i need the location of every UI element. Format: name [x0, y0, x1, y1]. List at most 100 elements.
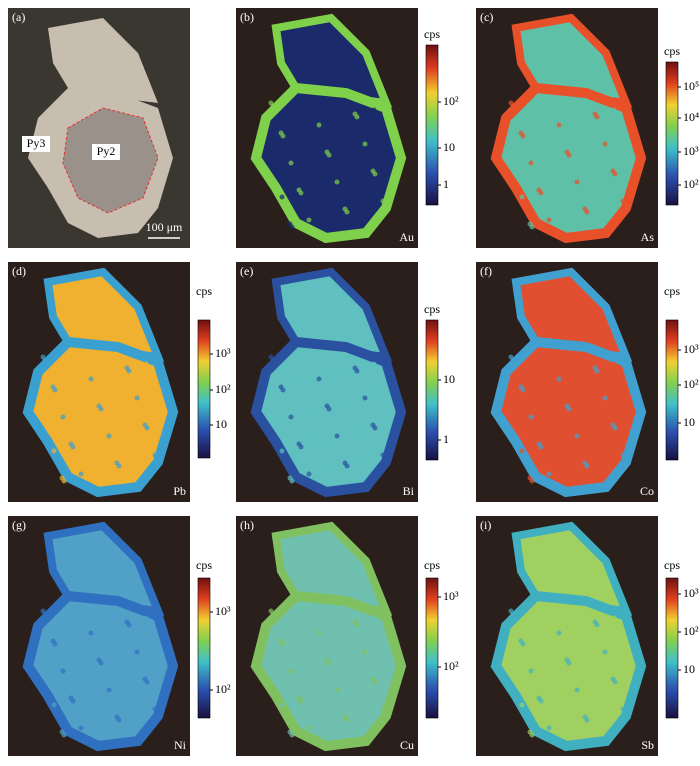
panel: Cu cps 10³ 10² (h)	[236, 516, 459, 756]
panel-label: (b)	[240, 10, 254, 24]
grain-map	[250, 82, 407, 244]
panel-label: (c)	[480, 10, 493, 24]
speckle	[566, 406, 572, 412]
speckle	[88, 376, 94, 382]
speckle	[344, 717, 350, 723]
speckle	[566, 152, 572, 158]
speckle	[343, 399, 349, 405]
speckle	[511, 421, 517, 427]
speckle	[594, 622, 600, 628]
colorbar-tick-label: 10³	[215, 604, 231, 618]
speckle	[546, 471, 552, 477]
speckle	[547, 156, 553, 162]
speckle	[574, 179, 580, 185]
colorbar	[425, 577, 439, 719]
speckle	[537, 380, 543, 386]
colorbar-tick-label: 10²	[683, 377, 699, 391]
colorbar-tick-label: 1	[443, 177, 449, 191]
speckle	[371, 615, 377, 621]
speckle	[519, 448, 525, 454]
speckle	[611, 615, 617, 621]
colorbar-tick-label: 10³	[683, 144, 699, 158]
speckle	[566, 660, 572, 666]
speckle	[316, 630, 322, 636]
colorbar	[197, 319, 211, 459]
colorbar-tick-label: 10³	[683, 342, 699, 356]
colorbar	[197, 577, 211, 719]
speckle	[602, 395, 608, 401]
speckle	[107, 626, 113, 632]
speckle	[298, 698, 304, 704]
speckle	[153, 645, 159, 651]
panel-label: (d)	[12, 264, 26, 278]
speckle	[279, 702, 285, 708]
speckle	[565, 467, 571, 473]
speckle	[510, 103, 516, 109]
speckle	[297, 634, 303, 640]
speckle	[520, 641, 526, 647]
speckle	[354, 622, 360, 628]
colorbar-tick-label: 10	[443, 140, 455, 154]
colorbar-tick-label: 10²	[683, 624, 699, 638]
colorbar	[425, 319, 439, 461]
panel: Ni cps 10³ 10² (g)	[8, 516, 231, 756]
speckle	[344, 463, 350, 469]
speckle	[271, 421, 277, 427]
speckle	[307, 156, 313, 162]
speckle	[279, 194, 285, 200]
speckle	[612, 679, 618, 685]
speckle	[556, 376, 562, 382]
colorbar-tick-label: 10	[683, 415, 695, 429]
speckle	[538, 444, 544, 450]
speckle	[354, 368, 360, 374]
speckle	[306, 471, 312, 477]
speckle	[43, 675, 49, 681]
annotation: Py3	[27, 136, 46, 150]
speckle	[98, 406, 104, 412]
speckle	[620, 198, 626, 204]
colorbar	[665, 61, 679, 206]
speckle	[621, 645, 627, 651]
speckle	[116, 463, 122, 469]
speckle	[557, 694, 563, 700]
colorbar-tick-label: 10²	[215, 382, 231, 396]
speckle	[135, 713, 141, 719]
scale-label: 100 μm	[146, 220, 183, 234]
speckle	[289, 224, 295, 230]
colorbar-title: cps	[424, 27, 440, 41]
speckle	[270, 357, 276, 363]
speckle	[144, 679, 150, 685]
speckle	[584, 463, 590, 469]
element-label: Bi	[403, 484, 415, 498]
grain	[48, 18, 158, 103]
speckle	[280, 133, 286, 139]
speckle	[594, 368, 600, 374]
speckle	[362, 649, 368, 655]
speckle	[115, 399, 121, 405]
element-label: Pb	[173, 484, 186, 498]
speckle	[152, 706, 158, 712]
speckle	[334, 433, 340, 439]
speckle	[529, 732, 535, 738]
speckle	[380, 706, 386, 712]
grain-map	[490, 590, 647, 752]
speckle	[325, 467, 331, 473]
speckle	[115, 653, 121, 659]
speckle	[372, 171, 378, 177]
speckle	[89, 694, 95, 700]
speckle	[270, 103, 276, 109]
panel-label: (i)	[480, 518, 491, 532]
speckle	[584, 209, 590, 215]
element-label: Co	[640, 484, 654, 498]
speckle	[60, 414, 66, 420]
speckle	[288, 160, 294, 166]
speckle	[380, 452, 386, 458]
speckle	[620, 706, 626, 712]
speckle	[317, 440, 323, 446]
speckle	[519, 702, 525, 708]
colorbar-title: cps	[424, 302, 440, 316]
colorbar-title: cps	[664, 558, 680, 572]
panel: Py3 Py2 100 μm (a)	[8, 8, 190, 248]
speckle	[611, 361, 617, 367]
speckle	[143, 615, 149, 621]
